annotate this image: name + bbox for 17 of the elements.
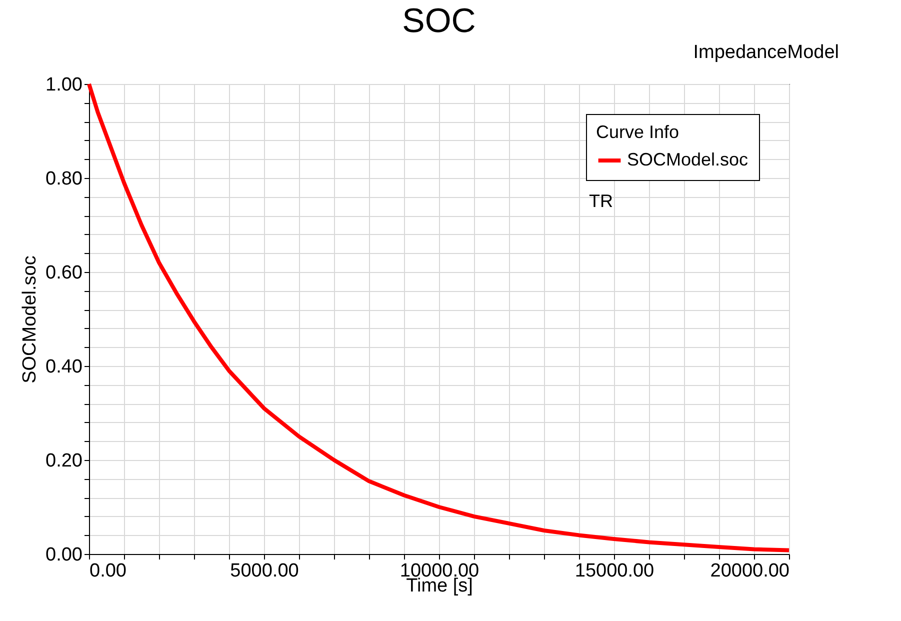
line-series xyxy=(87,82,791,552)
annotation: TR xyxy=(589,191,613,211)
x-tick-label: 20000.00 xyxy=(710,560,790,582)
y-tick-label: 1.00 xyxy=(46,74,82,96)
x-tick-label: 15000.00 xyxy=(574,560,654,582)
y-tick-label: 0.00 xyxy=(46,544,82,566)
legend-title: Curve Info xyxy=(596,122,680,142)
x-tick-label: 5000.00 xyxy=(230,560,299,582)
y-tick-label: 0.20 xyxy=(46,450,82,472)
chart-title: SOC xyxy=(402,2,476,40)
legend-label: SOCModel.soc xyxy=(627,150,748,170)
y-axis-title: SOCModel.soc xyxy=(20,256,41,384)
y-tick-label: 0.40 xyxy=(46,356,82,378)
y-tick-label: 0.80 xyxy=(46,168,82,190)
x-tick-label: 0.00 xyxy=(90,560,126,582)
y-tick-label: 0.60 xyxy=(46,262,82,284)
chart-subtitle: ImpedanceModel xyxy=(693,42,839,63)
